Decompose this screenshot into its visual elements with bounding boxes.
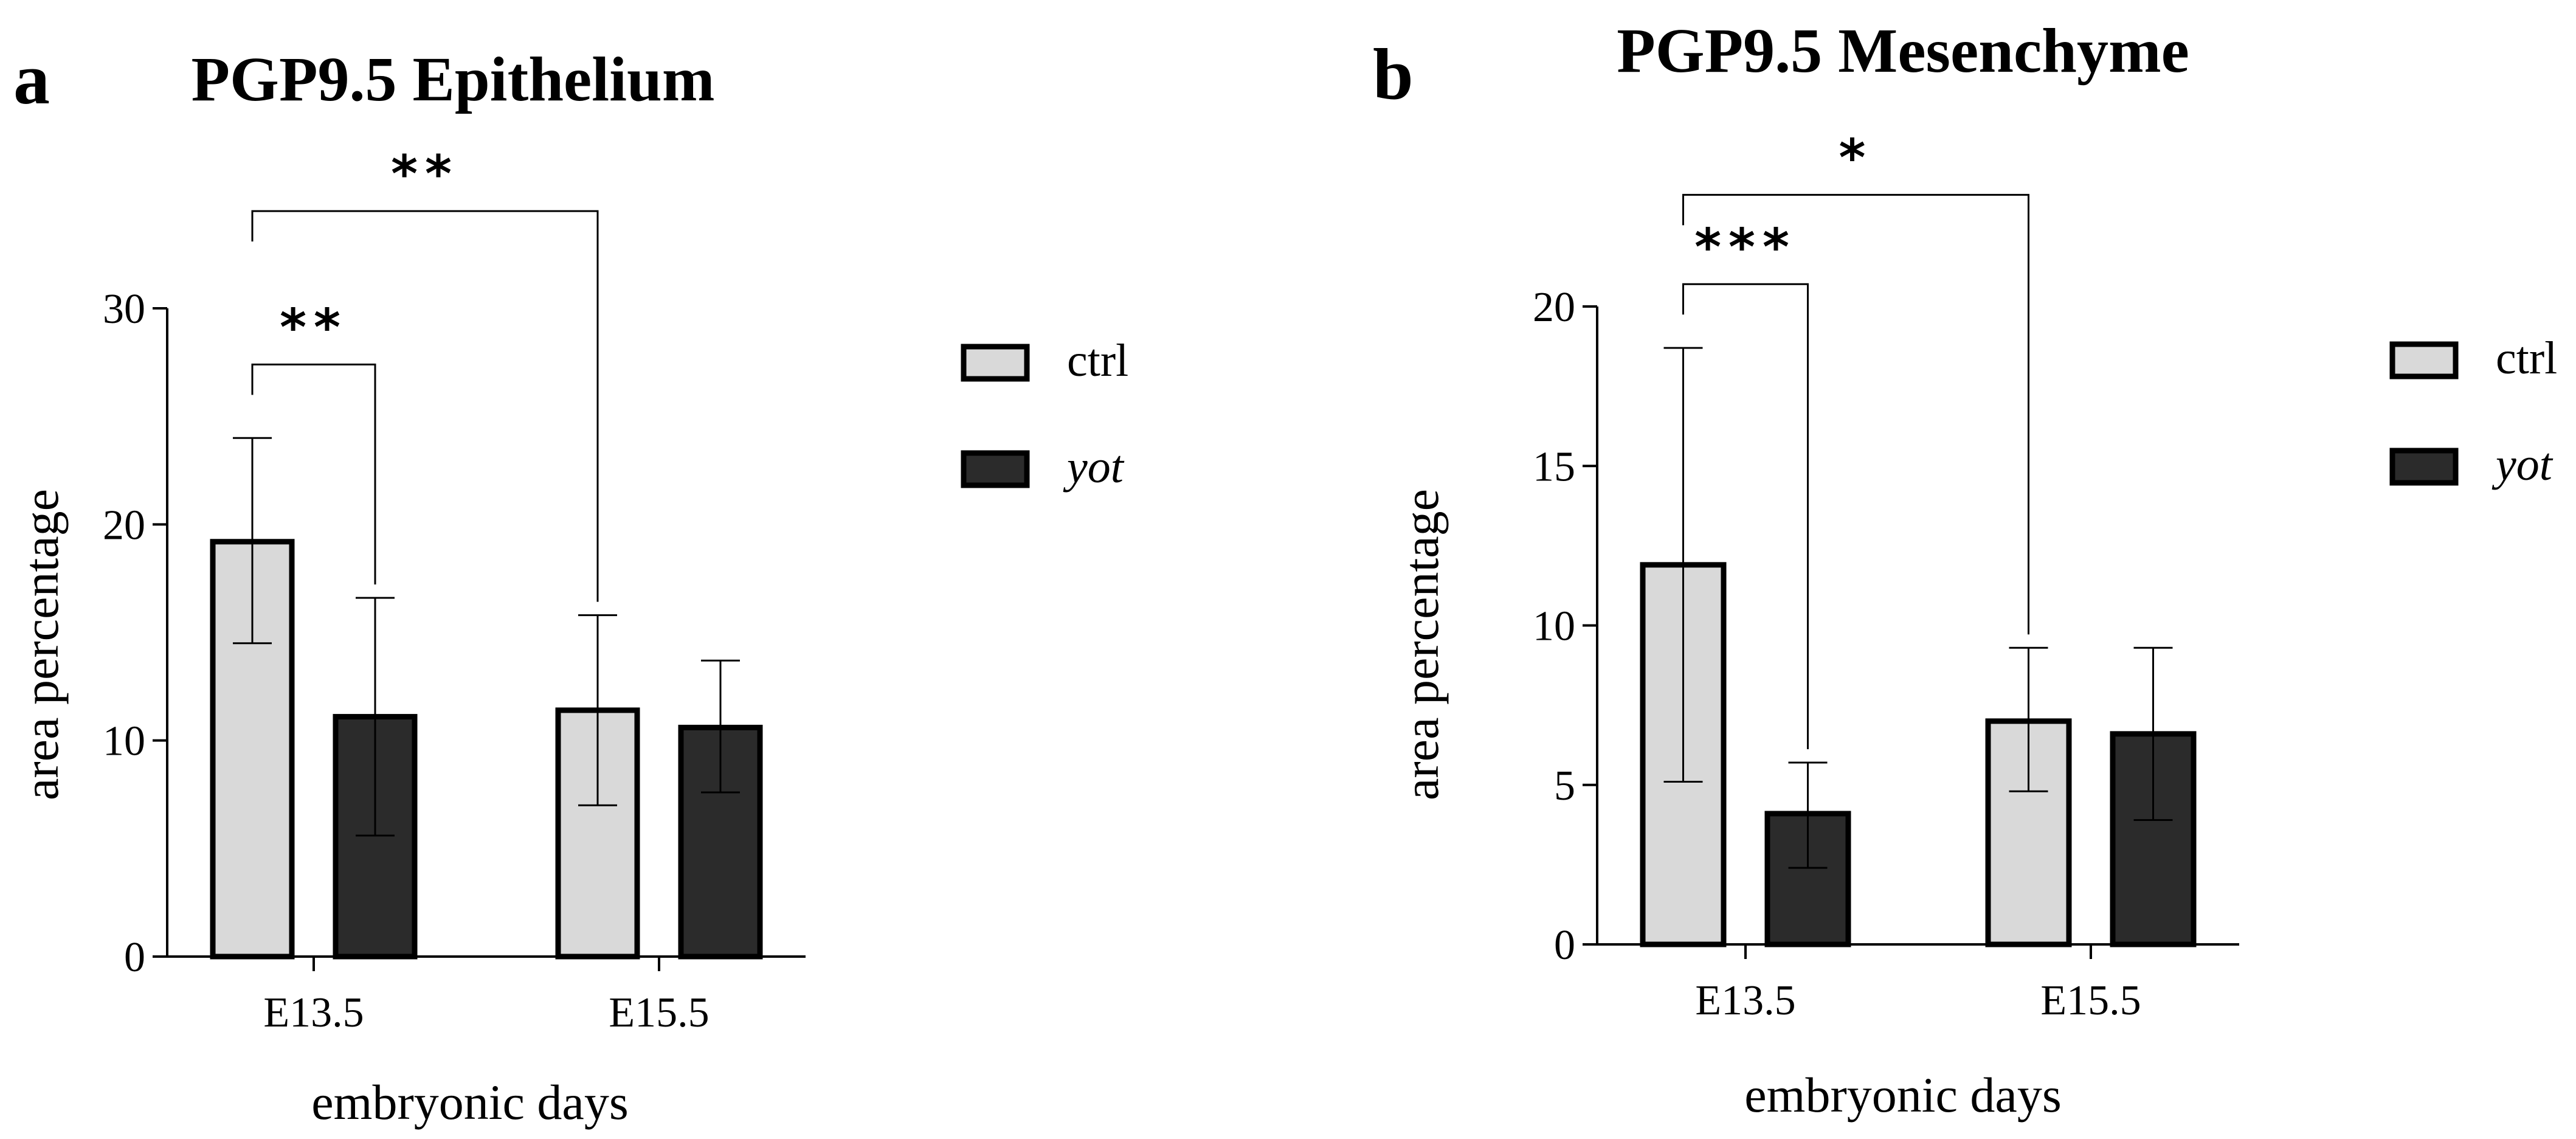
y-tick-label: 30 <box>103 286 145 333</box>
significance-stars: * <box>1839 128 1873 187</box>
x-tick-label: E13.5 <box>263 989 364 1036</box>
y-axis-label: area percentage <box>13 489 69 800</box>
y-tick-label: 0 <box>1554 922 1575 969</box>
legend-label-yot: yot <box>1063 441 1125 493</box>
legend-swatch-ctrl <box>961 344 1030 382</box>
x-tick-label: E15.5 <box>2040 977 2141 1024</box>
y-tick-label: 5 <box>1554 763 1575 809</box>
y-tick-label: 20 <box>103 502 145 549</box>
chart-panel-b: b PGP9.5 Mesenchyme area percentage embr… <box>1373 16 2557 1123</box>
chart-title: PGP9.5 Epithelium <box>192 44 715 114</box>
plot-area: 0 10 20 30 E13.5 E15.5 ** ** <box>103 144 806 1036</box>
legend-label-yot: yot <box>2491 439 2554 490</box>
panel-letter-a: a <box>13 38 50 119</box>
x-tick-label: E15.5 <box>609 989 709 1036</box>
y-tick-label: 10 <box>1533 603 1575 650</box>
significance-bracket <box>1682 193 2029 635</box>
legend-label-ctrl: ctrl <box>2496 333 2557 384</box>
panel-letter-b: b <box>1373 33 1414 114</box>
legend: ctrl yot <box>2389 333 2557 490</box>
y-tick-label: 0 <box>124 934 145 981</box>
x-axis-label: embryonic days <box>1744 1067 2061 1123</box>
y-axis-label: area percentage <box>1393 489 1449 800</box>
x-tick-label: E13.5 <box>1695 977 1795 1024</box>
chart-panel-a: a PGP9.5 Epithelium area percentage embr… <box>13 38 1128 1130</box>
y-tick-label: 20 <box>1533 284 1575 331</box>
x-axis-label: embryonic days <box>311 1075 628 1130</box>
significance-bracket <box>251 210 599 602</box>
significance-stars: *** <box>1694 217 1797 277</box>
legend-swatch-yot <box>2389 448 2459 486</box>
legend-swatch-ctrl <box>2389 341 2459 379</box>
y-tick-label: 10 <box>103 718 145 765</box>
bar-yot-E13.5 <box>333 714 418 960</box>
bar-yot-E15.5 <box>2110 731 2197 947</box>
chart-title: PGP9.5 Mesenchyme <box>1617 16 2189 86</box>
y-tick-label: 15 <box>1533 443 1575 490</box>
legend-swatch-yot <box>961 450 1030 488</box>
significance-stars: ** <box>280 297 348 357</box>
significance-stars: ** <box>391 144 459 204</box>
significance-bracket <box>1682 283 1809 750</box>
legend-label-ctrl: ctrl <box>1067 335 1128 386</box>
significance-bracket <box>251 363 376 585</box>
legend: ctrl yot <box>961 335 1128 493</box>
